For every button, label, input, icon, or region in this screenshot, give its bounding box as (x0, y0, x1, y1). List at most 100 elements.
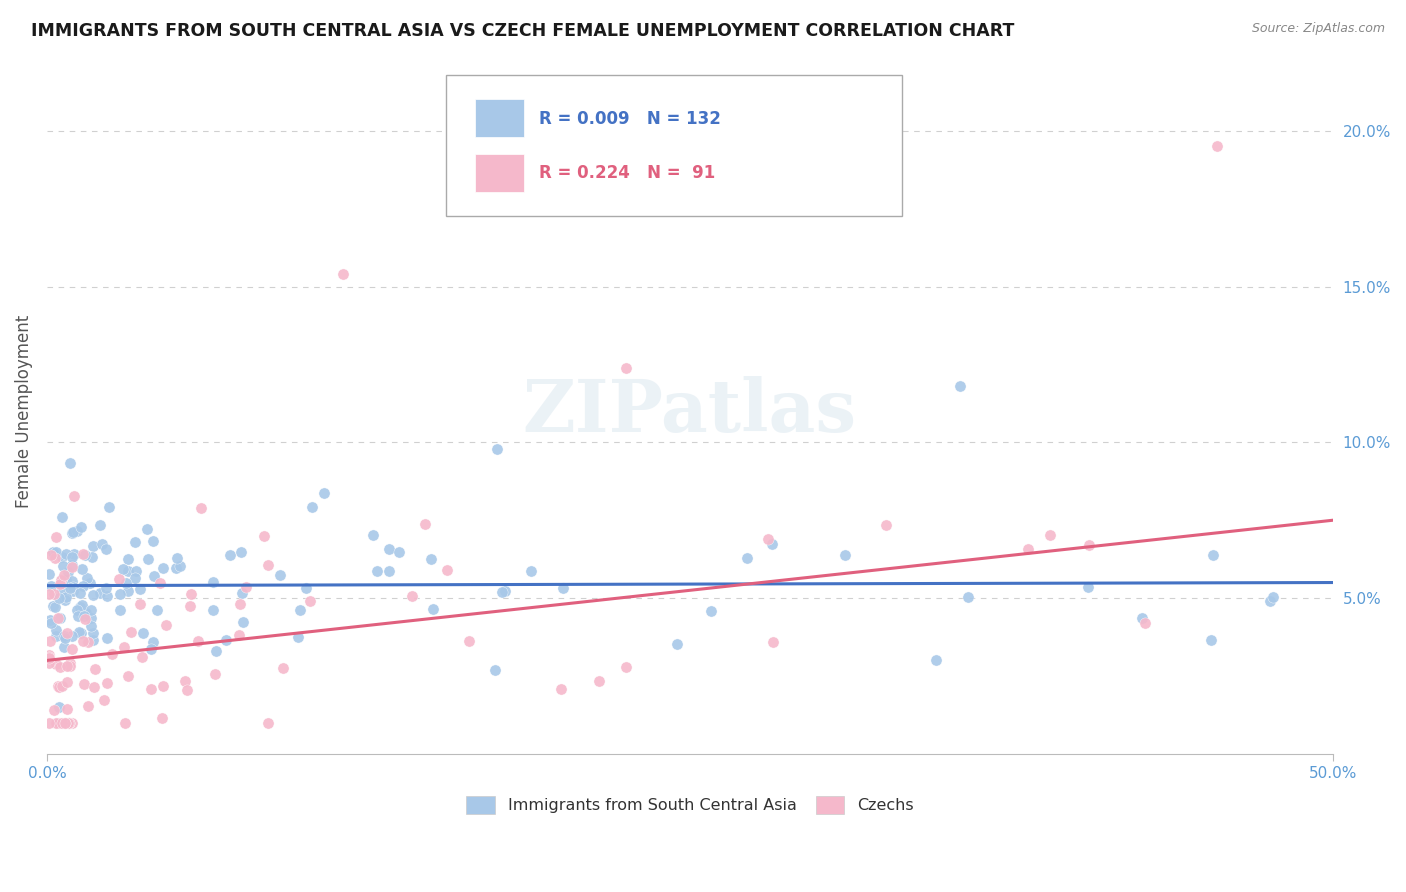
Point (45, 530, 67, 544)
Point (55, 626, 77, 640)
Point (614, 659, 637, 673)
Point (231, 545, 253, 559)
Point (299, 594, 322, 608)
Point (132, 626, 155, 640)
Point (155, 618, 177, 632)
Point (108, 587, 131, 601)
Point (378, 564, 401, 578)
Point (42, 599, 65, 614)
Point (82, 549, 104, 564)
Point (45, 545, 67, 559)
Point (218, 548, 240, 562)
Point (253, 529, 276, 543)
Point (62, 581, 84, 595)
Point (1077, 538, 1099, 552)
Point (1077, 580, 1099, 594)
Point (235, 581, 257, 595)
Point (93, 693, 115, 707)
Point (80, 603, 103, 617)
Point (51, 576, 73, 591)
Point (190, 500, 212, 515)
Point (700, 604, 723, 618)
Point (79, 575, 101, 590)
Point (1206, 139, 1229, 153)
Point (136, 552, 159, 566)
Point (45, 715, 67, 730)
Point (1039, 528, 1062, 542)
Point (205, 644, 228, 658)
Point (55, 590, 77, 604)
Point (48, 700, 70, 714)
Point (377, 542, 399, 557)
Point (179, 599, 201, 613)
Point (56, 659, 79, 673)
Point (79, 619, 101, 633)
Point (38, 567, 60, 582)
Point (149, 575, 172, 590)
Point (124, 571, 146, 585)
Point (142, 569, 165, 583)
Point (956, 590, 979, 604)
Point (115, 575, 138, 590)
Text: R = 0.009   N = 132: R = 0.009 N = 132 (540, 110, 721, 128)
Point (735, 551, 758, 566)
Point (77, 698, 100, 713)
Point (101, 648, 124, 662)
Point (66, 603, 89, 617)
Point (94, 581, 117, 595)
Point (91, 537, 114, 551)
Point (60, 715, 83, 730)
Point (146, 602, 169, 616)
Point (666, 637, 689, 651)
Point (287, 630, 309, 644)
Point (117, 584, 139, 599)
Point (53, 593, 76, 607)
Point (232, 615, 254, 629)
Point (44, 600, 66, 615)
Point (215, 633, 238, 648)
Point (1017, 541, 1039, 556)
Point (38, 587, 60, 601)
Point (48, 715, 70, 730)
Point (60, 549, 83, 564)
Y-axis label: Female Unemployment: Female Unemployment (15, 315, 32, 508)
Point (550, 681, 572, 696)
Point (519, 564, 541, 578)
Point (60, 526, 83, 541)
Point (231, 585, 253, 599)
Point (363, 528, 385, 542)
Point (228, 628, 250, 642)
Point (51, 549, 73, 564)
Point (388, 544, 411, 558)
Point (39, 634, 62, 648)
Point (39, 616, 62, 631)
Point (925, 653, 948, 667)
Point (614, 360, 637, 375)
Point (66, 524, 89, 539)
Point (84, 662, 107, 676)
Point (114, 715, 136, 730)
Point (139, 642, 162, 657)
Point (70, 626, 93, 640)
Point (491, 585, 513, 599)
Point (89, 518, 111, 533)
Point (38, 613, 60, 627)
Point (44, 703, 66, 717)
Point (1261, 590, 1284, 604)
Point (53, 715, 76, 730)
Point (82, 539, 104, 553)
Point (756, 532, 779, 546)
Point (131, 649, 153, 664)
Point (169, 558, 191, 573)
Legend: Immigrants from South Central Asia, Czechs: Immigrants from South Central Asia, Czec… (465, 796, 914, 814)
Point (49, 610, 72, 624)
Point (295, 581, 318, 595)
Point (49, 659, 72, 673)
Point (82, 632, 104, 647)
Point (62, 579, 84, 593)
Point (38, 648, 60, 663)
Point (96, 541, 118, 556)
Point (128, 597, 150, 611)
Point (44, 551, 66, 566)
Point (413, 516, 436, 531)
